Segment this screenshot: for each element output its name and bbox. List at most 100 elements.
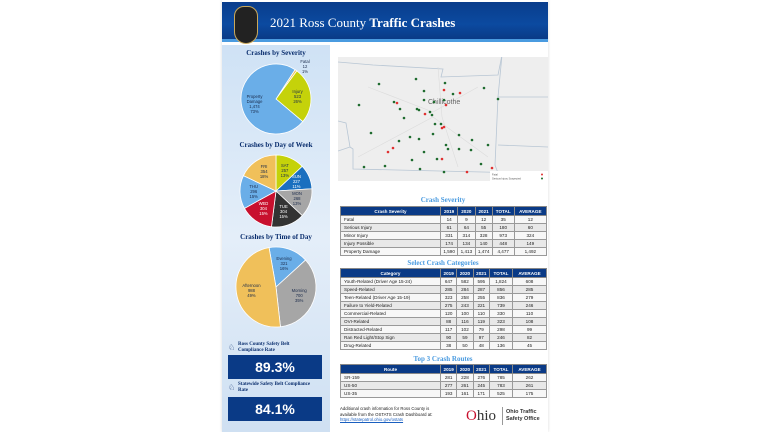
fatal-marker	[386, 150, 390, 154]
pie-label-value: 1,474	[249, 104, 260, 110]
column-header: 2021	[472, 268, 490, 278]
serious-injury-marker	[443, 81, 447, 85]
table-cell: 64	[457, 223, 476, 232]
table-cell: 261	[512, 381, 547, 390]
ohio-logo: Ohio	[466, 408, 497, 424]
serious-injury-marker	[392, 100, 396, 104]
table-cell: 82	[512, 333, 547, 342]
pie-label-pct: 49%	[247, 292, 256, 298]
serious-injury-marker	[457, 133, 461, 137]
table-row: Youth-Related (Driver Age 15-24) 647 582 59…	[340, 277, 547, 286]
serious-injury-marker	[470, 138, 474, 142]
table-cell: 90	[439, 333, 458, 342]
column-header: Category	[340, 268, 441, 278]
fatal-marker	[440, 157, 444, 161]
county-seatbelt-label: Ross County Safety Belt Compliance Rate	[238, 342, 290, 353]
serious-injury-marker	[397, 139, 401, 143]
severity-pie-chart	[240, 63, 312, 135]
serious-injury-marker	[431, 132, 435, 136]
pie-label-pct: 18%	[259, 174, 269, 180]
table-cell: 1,824	[488, 277, 514, 286]
footer-text: Additional crash information for Ross Co…	[340, 406, 433, 417]
table-row: Fatal 14 9 12 35 12	[340, 215, 548, 224]
pie-label-pct: 1%	[301, 69, 308, 75]
table-cell: 50	[456, 341, 474, 350]
statewide-seatbelt-rate: 84.1%	[228, 397, 322, 421]
infographic-page: 2021 Ross County Traffic Crashes Crashes…	[222, 0, 549, 432]
pie-label: WED 304 15%	[249, 201, 277, 216]
table-row: OVI-Related 88 116 119 323 108	[340, 317, 547, 326]
serious-injury-marker	[451, 92, 455, 96]
table-cell: 331	[439, 231, 459, 240]
table-cell: 110	[512, 309, 547, 318]
serious-injury-marker	[430, 113, 434, 117]
table-cell: 287	[472, 285, 490, 294]
ohio-traffic-safety-office-logo-text: Ohio Traffic Safety Office	[506, 409, 540, 422]
table-cell: 276	[472, 373, 490, 382]
pie-label-pct: 73%	[250, 109, 259, 115]
pie-label: SAT 257 13%	[271, 163, 299, 178]
table-cell: 258	[456, 293, 474, 302]
table-cell: 88	[439, 317, 458, 326]
table-cell: 330	[488, 309, 514, 318]
fatal-marker	[395, 101, 399, 105]
table-cell: 180	[491, 223, 515, 232]
table-cell: 275	[439, 301, 458, 310]
table-cell: 323	[488, 317, 514, 326]
table-row: Failure to Yield-Related 275 243 221 739 246	[340, 301, 547, 310]
table-row: Distracted-Related 117 102 79 298 99	[340, 325, 547, 334]
table-row: Serious Injury 61 64 55 180 60	[340, 223, 548, 232]
table-cell: 525	[488, 389, 514, 398]
table-cell: Failure to Yield-Related	[340, 301, 441, 310]
table-cell: 246	[488, 333, 514, 342]
table-row: Property Damage 1,590 1,413 1,474 4,477 1,492	[340, 247, 548, 256]
fatal-marker	[465, 170, 469, 174]
serious-injury-marker	[417, 108, 421, 112]
serious-injury-marker	[369, 131, 373, 135]
table-row: Teen-Related (Driver Age 15-19) 323 258 255…	[340, 293, 547, 302]
table-cell: 60	[513, 223, 548, 232]
column-header: AVERAGE	[512, 268, 547, 278]
table-cell: 117	[439, 325, 458, 334]
map-city-label: Chillicothe	[428, 99, 460, 106]
table-cell: 783	[488, 381, 514, 390]
statewide-seatbelt-label: Statewide Safety Belt Compliance Rate	[238, 382, 311, 393]
map-legend-label: Serious Injury Suspected	[492, 177, 521, 181]
logo-divider	[502, 407, 503, 425]
table-cell: 99	[512, 325, 547, 334]
table-cell: 285	[439, 285, 458, 294]
table-cell: Serious Injury	[340, 223, 441, 232]
severity-pie-title: Crashes by Severity	[246, 49, 306, 57]
pie-label: Morning 700 35%	[285, 288, 313, 303]
pie-label-label: Fatal	[300, 59, 310, 65]
table-cell: 14	[439, 215, 459, 224]
pie-label: MON 268 13%	[283, 191, 311, 206]
pie-label-label: Property Damage	[246, 94, 263, 105]
pie-label-label: Afternoon	[242, 282, 261, 288]
serious-injury-marker	[408, 135, 412, 139]
pie-label-label: SAT	[280, 162, 289, 168]
column-header: AVERAGE	[513, 206, 548, 216]
table-cell: 120	[439, 309, 458, 318]
table-cell: 243	[456, 301, 474, 310]
pie-label-label: FRI	[260, 164, 268, 170]
table-cell: US-50	[340, 381, 441, 390]
pie-label-value: 304	[280, 209, 288, 214]
serious-injury-marker	[432, 100, 436, 104]
table-cell: 448	[491, 239, 515, 248]
pie-label-value: 321	[280, 260, 288, 266]
table-cell: 323	[439, 293, 458, 302]
serious-injury-marker	[362, 165, 366, 169]
ostats-dashboard-link[interactable]: https://statepatrol.ohio.gov/ostats	[340, 417, 404, 422]
table-cell: Drug-Related	[340, 341, 441, 350]
table-cell: 119	[472, 317, 490, 326]
table-cell: 136	[488, 341, 514, 350]
serious-injury-marker	[414, 77, 418, 81]
fatal-marker	[490, 166, 494, 170]
fatal-marker	[458, 91, 462, 95]
column-header: 2020	[456, 364, 474, 374]
column-header: TOTAL	[488, 364, 514, 374]
pie-label-label: SUN	[292, 174, 301, 180]
column-header: TOTAL	[491, 206, 515, 216]
table-cell: 836	[488, 293, 514, 302]
